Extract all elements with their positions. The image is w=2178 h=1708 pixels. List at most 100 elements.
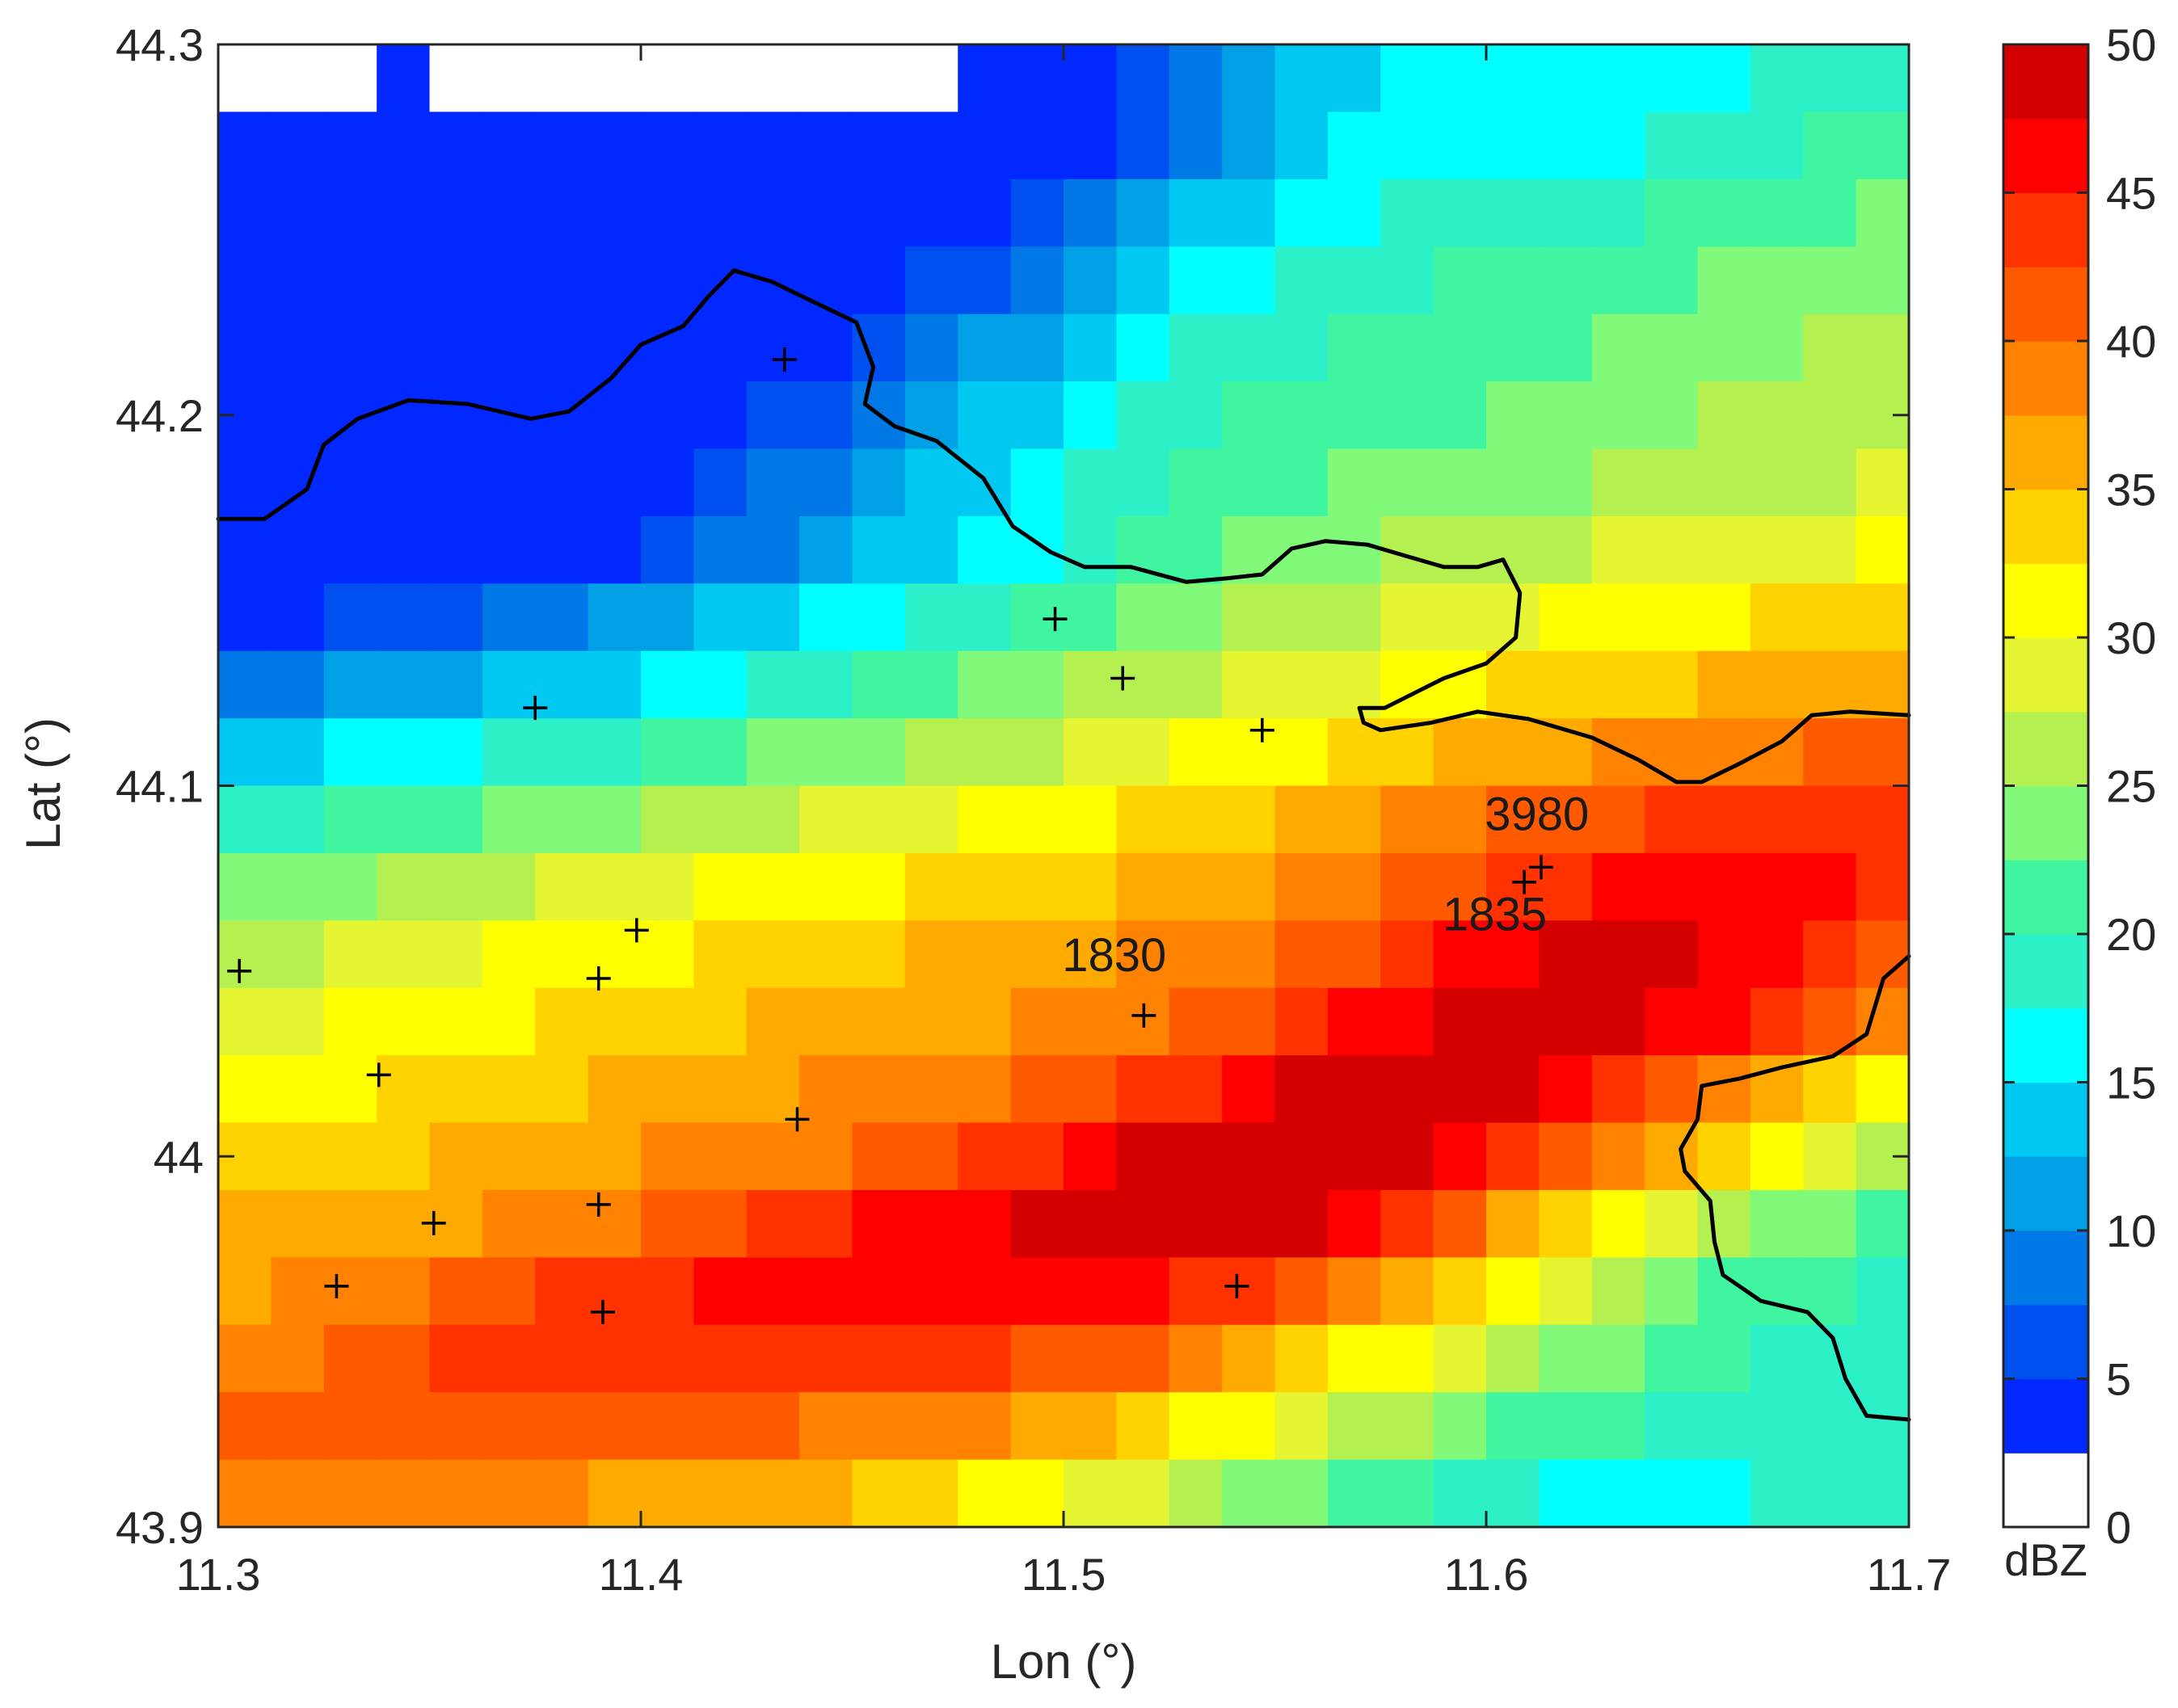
y-tick-label: 44.2 (116, 390, 204, 441)
heatmap-cell (1433, 44, 1487, 113)
heatmap-cell (1856, 1189, 1910, 1258)
heatmap-cell (799, 1257, 853, 1326)
heatmap-cell (1274, 515, 1329, 584)
heatmap-cell (852, 852, 906, 921)
heatmap-cell (1539, 987, 1593, 1056)
heatmap-cell (1064, 650, 1117, 719)
heatmap-cell (1169, 718, 1223, 787)
heatmap-cell (641, 785, 694, 854)
heatmap-cell (1856, 1257, 1910, 1326)
station-marker (590, 1299, 615, 1324)
heatmap-cell (746, 987, 800, 1056)
heatmap-cell (429, 920, 483, 989)
x-tick-label: 11.4 (599, 1549, 684, 1600)
heatmap-cell (271, 650, 325, 719)
heatmap-cell (1697, 920, 1751, 989)
heatmap-cell (1486, 1459, 1540, 1528)
heatmap-cell (271, 515, 325, 584)
colorbar-tick-label: 40 (2106, 316, 2156, 367)
heatmap-cell (1697, 1055, 1751, 1124)
colorbar-block (2003, 489, 2088, 564)
heatmap-cell (1591, 1392, 1645, 1461)
heatmap-cell (377, 1459, 431, 1528)
station-marker (1131, 1003, 1156, 1028)
heatmap-cell (482, 313, 536, 382)
heatmap-cell (1539, 785, 1593, 854)
heatmap-cell (1327, 1055, 1381, 1124)
heatmap-cell (904, 313, 958, 382)
heatmap-cell (852, 313, 906, 382)
heatmap-cell (1750, 1189, 1804, 1258)
heatmap-cell (1169, 1324, 1223, 1393)
heatmap-cell (1010, 111, 1064, 180)
heatmap-cell (271, 920, 325, 989)
heatmap-cell (1010, 718, 1064, 787)
heatmap-cell (1380, 246, 1434, 315)
heatmap-cell (904, 1189, 958, 1258)
heatmap-cell (693, 785, 748, 854)
heatmap-cell (641, 1055, 694, 1124)
heatmap-cell (799, 1055, 853, 1124)
heatmap-cell (588, 448, 642, 517)
heatmap-cell (1169, 920, 1223, 989)
heatmap-cell (746, 1189, 800, 1258)
heatmap-cell (799, 515, 853, 584)
heatmap-cell (641, 179, 694, 247)
heatmap-cell (1433, 852, 1487, 921)
heatmap-cell (271, 1257, 325, 1326)
heatmap-cell (588, 44, 642, 113)
colorbar-block (2003, 711, 2088, 787)
heatmap-cell (1697, 515, 1751, 584)
heatmap-cell (1274, 1055, 1329, 1124)
heatmap-cell (1645, 1459, 1699, 1528)
heatmap-cell (799, 785, 853, 854)
heatmap-cell (799, 1324, 853, 1393)
heatmap-cell (693, 1324, 748, 1393)
heatmap-cell (1222, 852, 1276, 921)
heatmap-cell (1697, 1189, 1751, 1258)
colorbar-tick-label: 30 (2106, 612, 2156, 663)
heatmap-cell (1327, 448, 1381, 517)
colorbar-tick-label: 5 (2106, 1354, 2131, 1405)
heatmap-cell (799, 111, 853, 180)
heatmap-cell (958, 987, 1012, 1056)
colorbar-tick-label: 25 (2106, 761, 2156, 812)
heatmap-cell (904, 1055, 958, 1124)
heatmap-cell (799, 1189, 853, 1258)
heatmap-cell (799, 179, 853, 247)
heatmap-cell (1274, 852, 1329, 921)
heatmap-cell (1064, 515, 1117, 584)
heatmap-cell (1064, 313, 1117, 382)
heatmap-cell (482, 179, 536, 247)
heatmap-cell (588, 1122, 642, 1191)
heatmap-cell (535, 718, 589, 787)
heatmap-cell (323, 1459, 377, 1528)
colorbar-block (2003, 860, 2088, 935)
heatmap-cell (1010, 650, 1064, 719)
heatmap-cell (641, 718, 694, 787)
heatmap-cell (1222, 1055, 1276, 1124)
heatmap-cell (1539, 1324, 1593, 1393)
heatmap-cell (1380, 920, 1434, 989)
heatmap-cell (218, 583, 272, 652)
heatmap-cell (1645, 448, 1699, 517)
heatmap-cell (218, 1459, 272, 1528)
heatmap-cell (1274, 1459, 1329, 1528)
heatmap-cell (1645, 1392, 1699, 1461)
heatmap-cell (377, 515, 431, 584)
heatmap-cell (1380, 313, 1434, 382)
heatmap-cell (693, 920, 748, 989)
colorbar-tick-label: 0 (2106, 1502, 2131, 1553)
colorbar-block (2003, 267, 2088, 342)
heatmap-cell (852, 785, 906, 854)
heatmap-cell (1433, 179, 1487, 247)
heatmap-cell (746, 313, 800, 382)
heatmap-cell (1856, 650, 1910, 719)
heatmap-cell (852, 1324, 906, 1393)
station-marker (1110, 666, 1135, 691)
heatmap-cell (1486, 785, 1540, 854)
colorbar-tick-label: 15 (2106, 1058, 2156, 1109)
heatmap-cell (1064, 1324, 1117, 1393)
heatmap-cell (904, 987, 958, 1056)
heatmap-cell (904, 1122, 958, 1191)
